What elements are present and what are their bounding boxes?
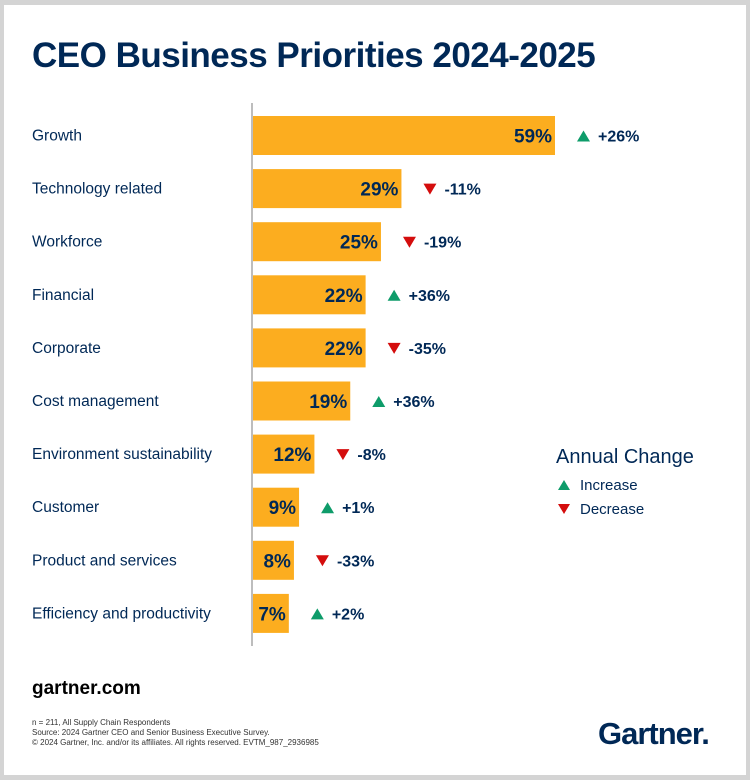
change-label: -33%	[337, 553, 374, 570]
chart-title: CEO Business Priorities 2024-2025	[32, 36, 596, 75]
site-link[interactable]: gartner.com	[32, 678, 141, 699]
bar	[253, 169, 402, 209]
triangle-down-icon	[387, 342, 401, 354]
triangle-up-icon	[321, 502, 335, 514]
triangle-up-icon	[372, 396, 386, 407]
triangle-down-icon	[423, 183, 437, 195]
change-label: -35%	[409, 341, 446, 358]
bar	[253, 116, 555, 155]
bar	[253, 487, 300, 527]
value-label: 25%	[340, 233, 378, 254]
bar	[253, 434, 315, 474]
footnotes: n = 211, All Supply Chain Respondents So…	[32, 718, 319, 748]
category-label: Efficiency and productivity	[32, 605, 211, 622]
category-label: Financial	[32, 287, 94, 304]
legend-label-decrease: Decrease	[580, 500, 645, 518]
gartner-logo: Gartner.	[598, 716, 710, 751]
category-label: Technology related	[32, 181, 162, 198]
category-label: Corporate	[32, 340, 101, 357]
change-label: +36%	[409, 288, 450, 305]
change-label: +26%	[598, 129, 639, 146]
triangle-down-icon	[558, 504, 570, 514]
legend-title: Annual Change	[556, 446, 694, 468]
change-label: -11%	[444, 182, 480, 199]
legend-label-increase: Increase	[580, 476, 638, 494]
bar-chart: Growth 59% +26% Technology related 29% -11% Wo…	[32, 103, 639, 646]
footnote-copyright: © 2024 Gartner, Inc. and/or its affiliat…	[32, 738, 319, 747]
value-label: 59%	[514, 127, 552, 148]
triangle-up-icon	[558, 480, 570, 490]
change-label: -8%	[357, 447, 385, 464]
value-label: 9%	[269, 498, 297, 519]
category-label: Product and services	[32, 552, 177, 569]
value-label: 22%	[325, 339, 363, 360]
category-label: Environment sustainability	[32, 446, 212, 463]
value-label: 29%	[360, 180, 398, 201]
category-label: Growth	[32, 128, 82, 145]
legend: Annual Change Increase Decrease	[556, 446, 694, 521]
legend-item-increase: Increase	[556, 473, 694, 497]
bar	[253, 381, 351, 421]
value-label: 7%	[258, 604, 286, 625]
triangle-up-icon	[310, 608, 324, 620]
footnote-source: Source: 2024 Gartner CEO and Senior Busi…	[32, 728, 270, 737]
bar	[253, 275, 366, 315]
footnote-sample: n = 211, All Supply Chain Respondents	[32, 718, 171, 727]
value-label: 8%	[263, 551, 291, 572]
bar	[253, 540, 294, 580]
bar	[253, 328, 366, 368]
triangle-down-icon	[402, 236, 416, 248]
triangle-down-icon	[315, 555, 329, 567]
category-label: Customer	[32, 499, 99, 516]
triangle-up-icon	[577, 130, 590, 142]
triangle-up-icon	[387, 289, 401, 301]
value-label: 12%	[273, 445, 311, 466]
legend-item-decrease: Decrease	[556, 497, 694, 521]
category-label: Cost management	[32, 393, 159, 410]
change-label: +2%	[332, 606, 364, 623]
change-label: +1%	[342, 500, 374, 517]
bar	[253, 222, 381, 262]
value-label: 19%	[309, 392, 347, 413]
change-label: +36%	[393, 394, 434, 411]
triangle-down-icon	[336, 449, 350, 461]
category-label: Workforce	[32, 234, 102, 251]
change-label: -19%	[424, 235, 461, 252]
value-label: 22%	[325, 286, 363, 307]
bar	[253, 593, 289, 633]
